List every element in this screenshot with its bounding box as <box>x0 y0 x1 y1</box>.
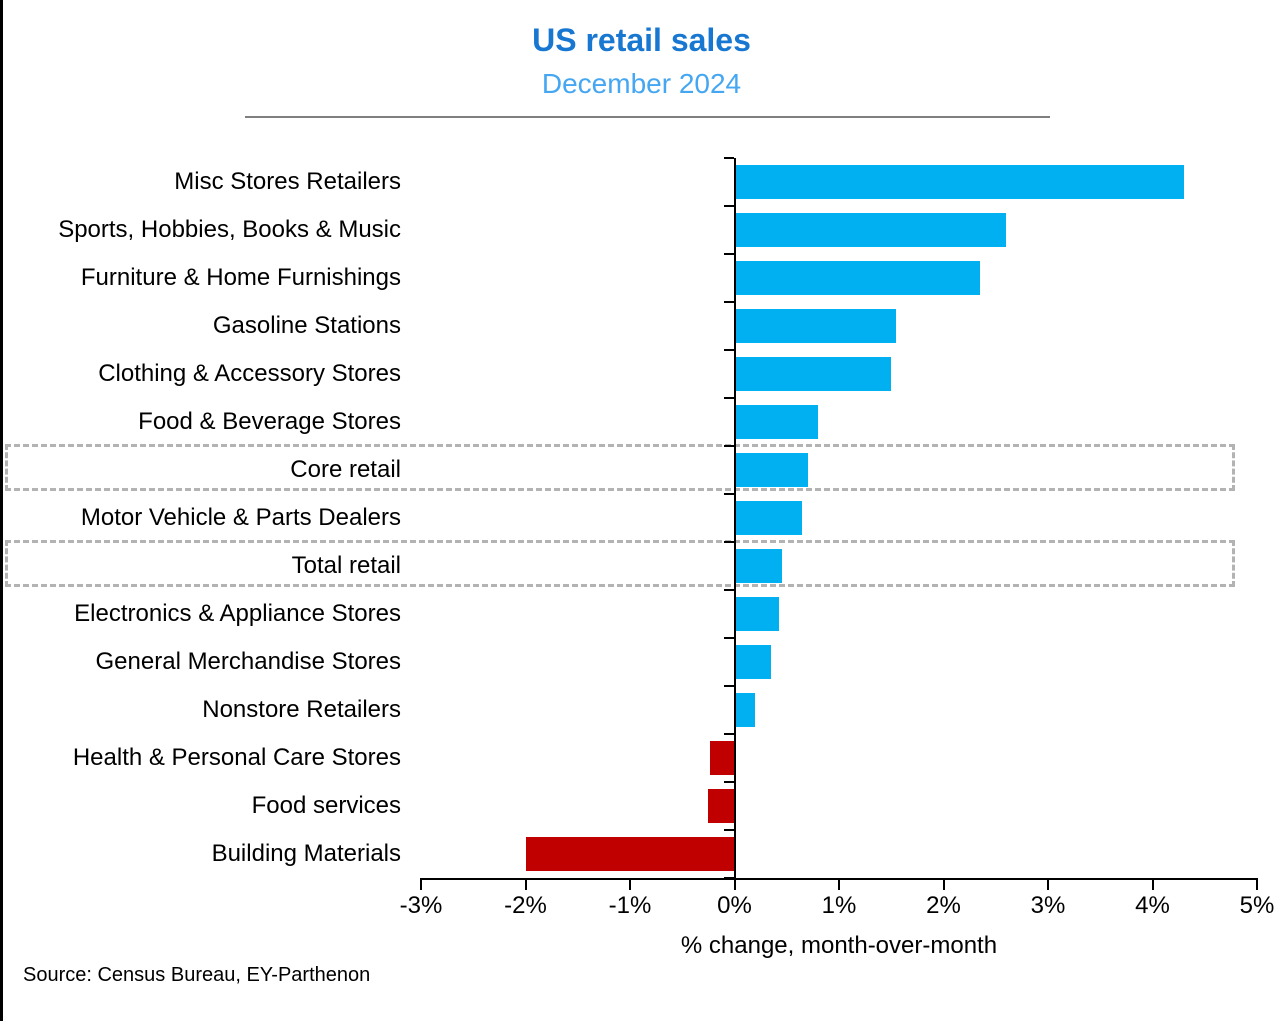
x-tick-label: 0% <box>717 892 752 919</box>
bar <box>734 597 780 631</box>
x-tick-label: -2% <box>504 892 547 919</box>
category-label: Nonstore Retailers <box>202 696 401 723</box>
category-label: Clothing & Accessory Stores <box>98 360 401 387</box>
category-label: Sports, Hobbies, Books & Music <box>58 216 401 243</box>
y-axis-tick <box>723 157 734 159</box>
x-axis-tick <box>1151 878 1154 890</box>
x-axis-title: % change, month-over-month <box>680 932 998 959</box>
category-label: Electronics & Appliance Stores <box>74 600 401 627</box>
x-tick-label: 5% <box>1239 892 1275 919</box>
y-axis-tick <box>723 445 734 447</box>
y-axis-tick <box>723 541 734 543</box>
bar <box>734 453 808 487</box>
x-tick-label: -1% <box>608 892 652 919</box>
category-label: Food services <box>251 792 401 819</box>
x-tick-label: 3% <box>1030 892 1066 919</box>
highlight-box <box>5 540 1235 587</box>
category-label: Building Materials <box>211 840 401 867</box>
x-tick-label: -3% <box>399 892 443 919</box>
y-axis-tick <box>723 781 734 783</box>
x-axis-tick <box>733 878 736 890</box>
source-note: Source: Census Bureau, EY-Parthenon <box>23 964 371 986</box>
x-tick-label: 2% <box>926 892 961 919</box>
x-axis-tick <box>420 878 422 890</box>
x-tick-label: 1% <box>821 892 857 919</box>
bar <box>734 309 897 343</box>
category-label: General Merchandise Stores <box>95 648 401 675</box>
x-axis-tick <box>524 878 527 890</box>
bar <box>734 357 892 391</box>
x-tick-label: 4% <box>1135 892 1170 919</box>
category-label: Total retail <box>291 552 401 579</box>
y-axis-tick <box>723 253 734 255</box>
category-label: Health & Personal Care Stores <box>72 744 401 771</box>
highlight-box <box>5 444 1235 491</box>
bar <box>734 405 819 439</box>
bar <box>525 837 735 871</box>
x-axis-tick <box>1047 878 1049 890</box>
y-axis-line <box>733 158 736 878</box>
x-axis-tick <box>629 878 631 890</box>
y-axis-tick <box>723 637 734 639</box>
bar <box>708 789 735 823</box>
bar <box>734 693 756 727</box>
bar <box>734 261 981 295</box>
chart-title: US retail sales <box>532 22 751 58</box>
category-label: Food & Beverage Stores <box>138 408 401 435</box>
category-label: Furniture & Home Furnishings <box>80 264 401 291</box>
bar <box>734 645 772 679</box>
category-label: Motor Vehicle & Parts Dealers <box>80 504 401 531</box>
category-label: Core retail <box>290 456 401 483</box>
y-axis-tick <box>723 733 734 735</box>
y-axis-tick <box>723 829 734 831</box>
category-label: Misc Stores Retailers <box>174 168 401 195</box>
y-axis-tick <box>723 349 734 351</box>
y-axis-tick <box>723 589 734 591</box>
title-underline <box>245 116 1050 118</box>
y-axis-tick <box>723 301 734 303</box>
chart-subtitle: December 2024 <box>541 68 742 99</box>
x-axis-tick <box>1256 878 1258 890</box>
y-axis-tick <box>723 685 734 687</box>
y-axis-tick <box>723 397 734 399</box>
plot-area: Misc Stores Retailers Sports, Hobbies, Bo… <box>3 0 1280 1021</box>
bar <box>734 501 803 535</box>
bar <box>734 165 1184 199</box>
bar <box>710 741 735 775</box>
bar <box>734 213 1007 247</box>
x-axis-tick <box>942 878 945 890</box>
y-axis-tick <box>723 205 734 207</box>
category-label: Gasoline Stations <box>212 312 401 339</box>
y-axis-tick <box>723 493 734 495</box>
bar <box>734 549 782 583</box>
x-axis-tick <box>838 878 840 890</box>
